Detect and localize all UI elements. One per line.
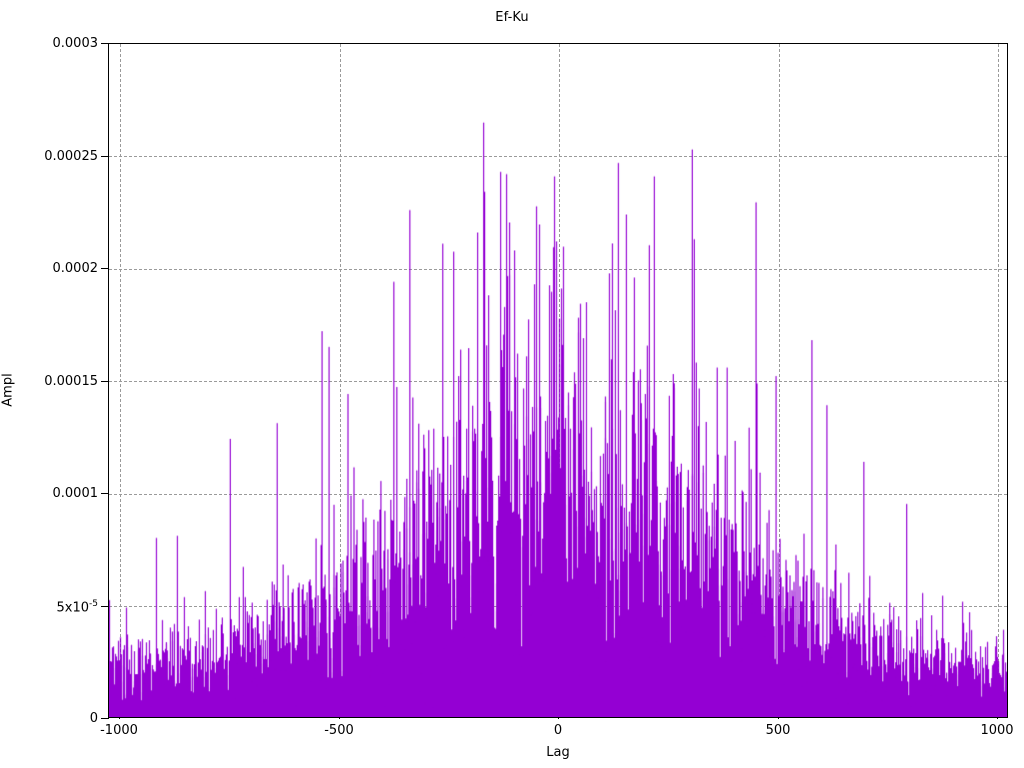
x-tick-label-2: 0	[553, 723, 563, 738]
x-tick-label-4: 1000	[980, 723, 1014, 738]
impulse-series-canvas	[109, 44, 1007, 717]
y-tick-mark-5	[101, 156, 109, 157]
y-tick-mark-1	[101, 606, 109, 607]
x-tick-label-3: 500	[765, 723, 791, 738]
y-tick-label-1: 5x10-5	[0, 599, 99, 616]
y-tick-label-1-base: 5x10	[56, 600, 90, 616]
y-tick-label-2: 0.0001	[52, 486, 99, 501]
y-tick-label-4: 0.0002	[52, 261, 99, 276]
y-tick-mark-4	[101, 268, 109, 269]
x-tick-label-0: -1000	[100, 723, 138, 738]
y-tick-label-6: 0.0003	[52, 36, 99, 51]
y-tick-label-1-exponent: -5	[89, 599, 98, 609]
y-tick-label-3: 0.00015	[44, 374, 98, 389]
plot-area	[108, 43, 1008, 718]
y-tick-mark-2	[101, 493, 109, 494]
y-tick-mark-0	[101, 718, 109, 719]
chart-title: Ef-Ku	[495, 10, 529, 25]
y-tick-label-5: 0.00025	[44, 149, 98, 164]
y-tick-mark-6	[101, 43, 109, 44]
x-axis-label: Lag	[546, 745, 570, 760]
y-tick-label-0: 0	[89, 711, 98, 726]
y-tick-mark-3	[101, 381, 109, 382]
y-axis-label: Ampl	[0, 373, 16, 407]
x-tick-label-1: -500	[324, 723, 354, 738]
